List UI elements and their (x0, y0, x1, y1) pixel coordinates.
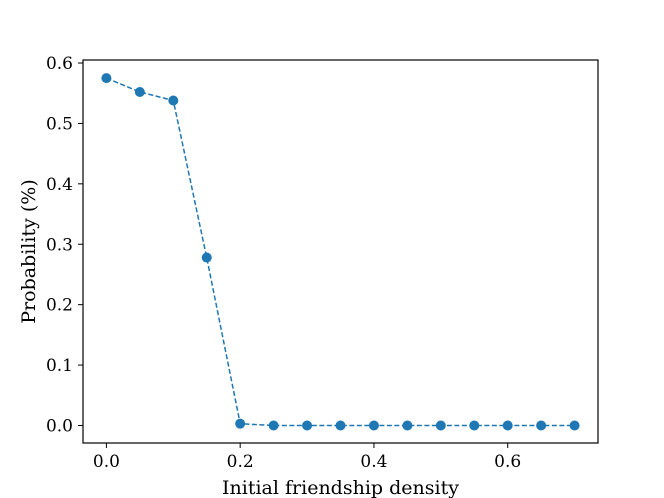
x-axis-label: Initial friendship density (222, 477, 459, 498)
data-point (235, 418, 246, 429)
data-point (536, 420, 547, 431)
x-axis: 0.0 0.2 0.4 0.6 (93, 443, 521, 472)
axes-frame (82, 59, 599, 444)
y-axis: 0.0 0.1 0.2 0.3 0.4 0.5 0.6 (46, 54, 83, 436)
x-tick-label: 0.0 (93, 452, 120, 472)
y-tick-label: 0.1 (46, 356, 73, 376)
y-tick-label: 0.2 (46, 296, 73, 316)
series-line (106, 77, 575, 427)
data-point (268, 420, 279, 431)
data-point (402, 420, 413, 431)
data-point (435, 420, 446, 431)
data-point (469, 420, 480, 431)
data-point (134, 87, 145, 98)
data-point (368, 420, 379, 431)
y-tick-label: 0.3 (46, 235, 73, 255)
y-tick-label: 0.4 (46, 175, 73, 195)
data-point (101, 73, 112, 84)
y-tick-label: 0.0 (46, 416, 73, 436)
plot-area (101, 73, 580, 431)
data-point (502, 420, 513, 431)
y-tick-label: 0.5 (46, 114, 73, 134)
x-tick-label: 0.6 (494, 452, 521, 472)
data-point (201, 252, 212, 263)
data-point (335, 420, 346, 431)
data-point (302, 420, 313, 431)
y-axis-label: Probability (%) (18, 179, 40, 323)
data-point (569, 420, 580, 431)
x-tick-label: 0.2 (227, 452, 254, 472)
y-tick-label: 0.6 (46, 54, 73, 74)
x-tick-label: 0.4 (360, 452, 387, 472)
data-point (168, 95, 179, 106)
